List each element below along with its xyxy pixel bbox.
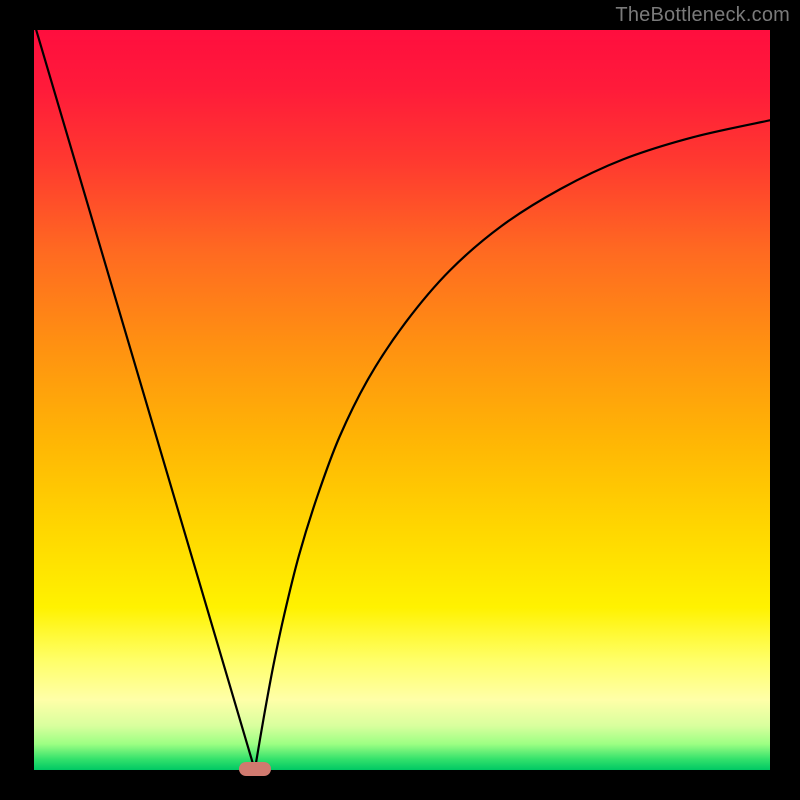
curve-right-branch (255, 120, 770, 770)
curve-left-branch (36, 30, 255, 770)
plot-area (34, 30, 770, 770)
watermark-text: TheBottleneck.com (615, 4, 790, 27)
curve-layer (34, 30, 770, 770)
chart-stage: TheBottleneck.com (0, 0, 800, 800)
notch-marker (239, 762, 271, 776)
